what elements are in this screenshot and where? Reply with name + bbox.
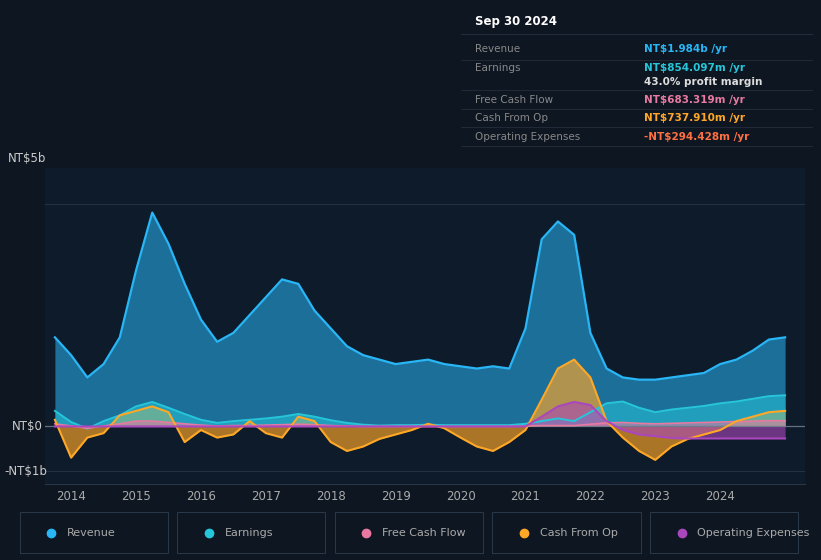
Text: Operating Expenses: Operating Expenses	[697, 528, 810, 538]
Text: Operating Expenses: Operating Expenses	[475, 132, 580, 142]
Text: Free Cash Flow: Free Cash Flow	[382, 528, 466, 538]
Text: 43.0% profit margin: 43.0% profit margin	[644, 77, 763, 87]
Text: -NT$294.428m /yr: -NT$294.428m /yr	[644, 132, 750, 142]
Text: NT$683.319m /yr: NT$683.319m /yr	[644, 95, 745, 105]
Text: Cash From Op: Cash From Op	[539, 528, 617, 538]
Text: Cash From Op: Cash From Op	[475, 113, 548, 123]
Text: -NT$1b: -NT$1b	[4, 465, 47, 478]
Text: NT$854.097m /yr: NT$854.097m /yr	[644, 63, 745, 73]
Text: Earnings: Earnings	[224, 528, 273, 538]
Text: Earnings: Earnings	[475, 63, 521, 73]
Bar	[493, 512, 640, 553]
Text: NT$737.910m /yr: NT$737.910m /yr	[644, 113, 745, 123]
Text: Free Cash Flow: Free Cash Flow	[475, 95, 553, 105]
Bar	[650, 512, 798, 553]
Text: Revenue: Revenue	[475, 44, 521, 54]
Bar	[20, 512, 167, 553]
Bar	[335, 512, 483, 553]
Text: NT$1.984b /yr: NT$1.984b /yr	[644, 44, 727, 54]
Text: Sep 30 2024: Sep 30 2024	[475, 15, 557, 29]
Text: NT$0: NT$0	[12, 420, 44, 433]
Text: Revenue: Revenue	[67, 528, 116, 538]
Text: NT$5b: NT$5b	[8, 152, 47, 165]
Bar	[177, 512, 325, 553]
